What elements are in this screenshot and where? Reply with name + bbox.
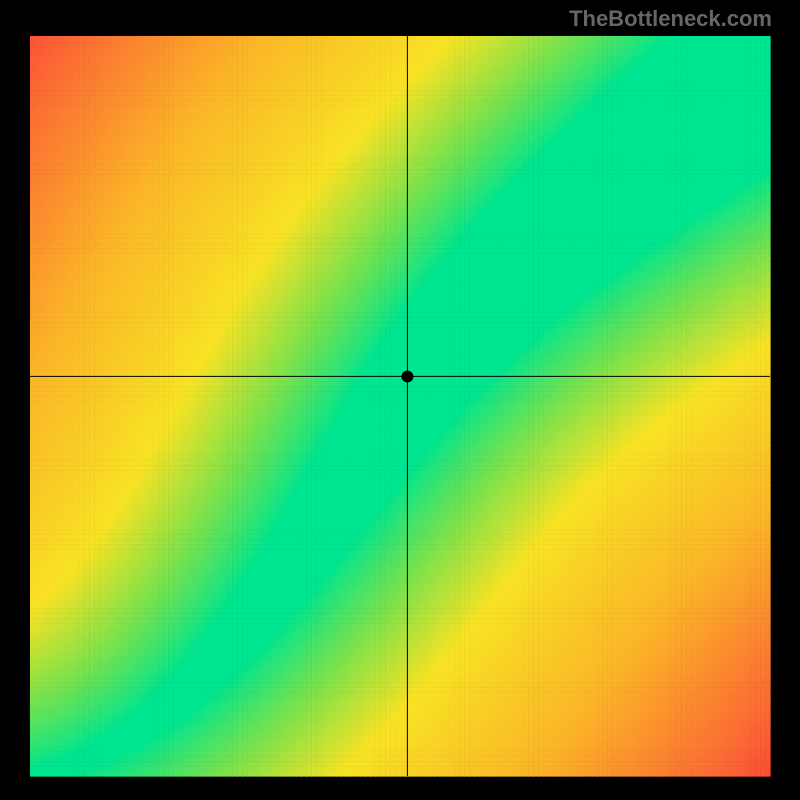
bottleneck-heatmap: [0, 0, 800, 800]
chart-container: TheBottleneck.com: [0, 0, 800, 800]
attribution-text: TheBottleneck.com: [569, 6, 772, 32]
